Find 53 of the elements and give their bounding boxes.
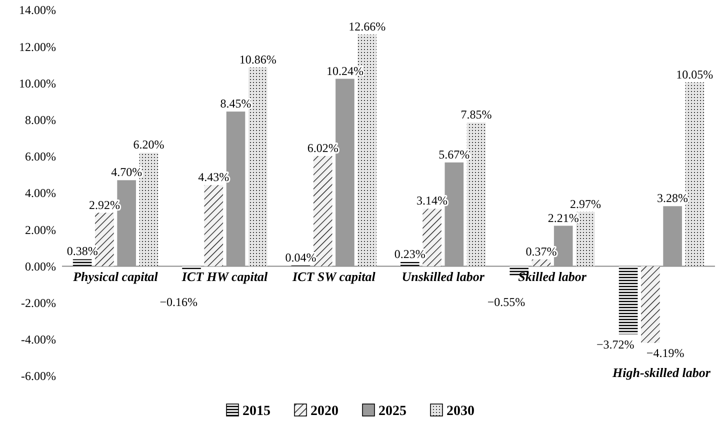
y-tick-label: 8.00%	[25, 113, 56, 127]
data-label: 5.67%	[438, 147, 470, 162]
y-tick-label: 0.00%	[25, 259, 56, 274]
data-label: 0.38%	[66, 244, 98, 258]
bar	[182, 266, 201, 270]
data-label: 0.23%	[394, 246, 426, 261]
data-label: 10.05%	[676, 67, 714, 82]
y-tick-label: 10.00%	[19, 76, 56, 90]
x-tick-label: ICT HW capital	[180, 269, 268, 284]
bar	[204, 185, 224, 266]
bar	[400, 262, 420, 266]
data-label: 6.20%	[133, 138, 164, 152]
data-label: 2.92%	[88, 198, 120, 212]
y-tick-label: 14.00%	[19, 3, 56, 18]
y-tick-label: 4.00%	[25, 186, 56, 200]
data-label: 2.97%	[570, 196, 601, 211]
data-label: 7.85%	[460, 108, 492, 122]
bar	[663, 206, 682, 266]
legend-label: 2030	[446, 404, 474, 419]
data-label: −3.72%	[596, 337, 634, 352]
data-label: 6.02%	[307, 141, 338, 156]
y-tick-label: 2.00%	[25, 222, 56, 237]
y-tick-label: -2.00%	[21, 296, 56, 310]
data-label: −0.16%	[160, 295, 198, 310]
data-label: 10.86%	[239, 52, 276, 66]
data-label: 2.21%	[548, 210, 579, 225]
data-label: 4.70%	[111, 165, 142, 180]
data-label: 4.43%	[198, 170, 230, 184]
bar	[641, 266, 660, 343]
data-label: 0.37%	[526, 244, 557, 258]
data-label: −4.19%	[646, 346, 684, 360]
x-tick-label: Skilled labor	[518, 269, 588, 284]
legend-label: 2015	[242, 404, 270, 419]
data-label: 0.04%	[285, 250, 316, 264]
y-tick-label: -4.00%	[21, 332, 56, 347]
y-tick-label: 6.00%	[25, 150, 56, 164]
legend-label: 2020	[310, 404, 338, 419]
x-tick-label: Unskilled labor	[402, 269, 486, 284]
x-tick-label: Physical capital	[73, 269, 158, 284]
data-label: 3.28%	[657, 191, 688, 206]
y-tick-label: 12.00%	[19, 40, 56, 54]
data-label: 12.66%	[348, 20, 386, 34]
x-tick-label: High-skilled labor	[612, 364, 712, 380]
bar	[532, 259, 551, 266]
data-label: 3.14%	[416, 194, 448, 208]
data-label: 10.24%	[326, 64, 364, 78]
bar	[618, 266, 638, 334]
x-tick-label: ICT SW capital	[291, 269, 376, 284]
data-label: 8.45%	[220, 96, 252, 111]
bar	[72, 259, 92, 266]
data-label: −0.55%	[487, 295, 526, 310]
y-tick-label: -6.00%	[21, 369, 56, 384]
legend-label: 2025	[378, 404, 406, 419]
